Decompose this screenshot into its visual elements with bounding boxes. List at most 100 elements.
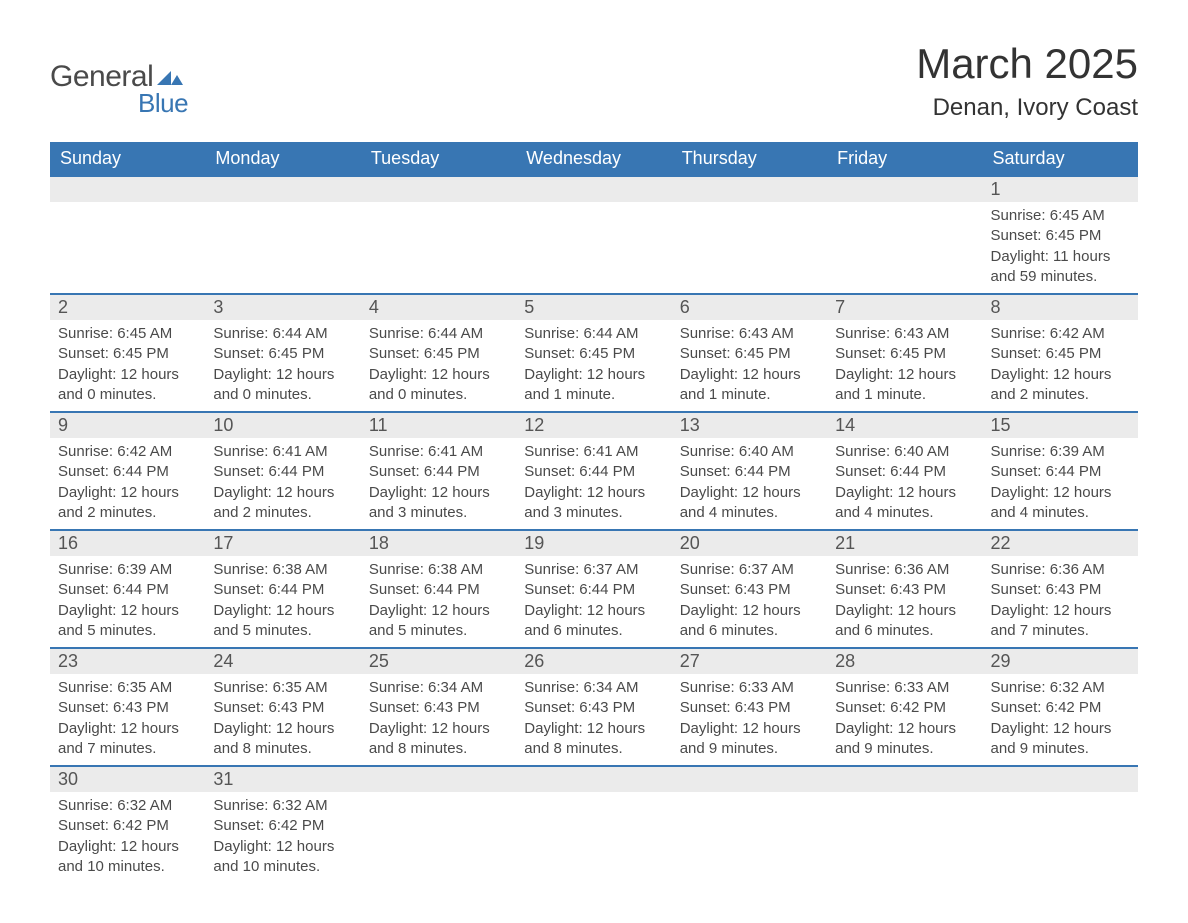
day-details: Sunrise: 6:33 AMSunset: 6:42 PMDaylight:…: [827, 674, 982, 765]
location-subtitle: Denan, Ivory Coast: [916, 94, 1138, 122]
day-number: 10: [205, 413, 360, 438]
day-details: Sunrise: 6:36 AMSunset: 6:43 PMDaylight:…: [983, 556, 1138, 647]
day-details: Sunrise: 6:35 AMSunset: 6:43 PMDaylight:…: [50, 674, 205, 765]
day-number: 11: [361, 413, 516, 438]
day-cell: 15Sunrise: 6:39 AMSunset: 6:44 PMDayligh…: [983, 412, 1138, 530]
daylight-line: Daylight: 12 hours and 0 minutes.: [369, 365, 508, 406]
empty-day-cell: [827, 766, 982, 883]
calendar-week-row: 1Sunrise: 6:45 AMSunset: 6:45 PMDaylight…: [50, 176, 1138, 294]
logo-flag-icon: [157, 67, 183, 87]
daylight-line: Daylight: 12 hours and 10 minutes.: [58, 837, 197, 878]
sunset-line: Sunset: 6:44 PM: [213, 462, 352, 482]
daylight-line: Daylight: 12 hours and 8 minutes.: [369, 719, 508, 760]
daylight-line: Daylight: 12 hours and 5 minutes.: [213, 601, 352, 642]
empty-day-cell: [672, 176, 827, 294]
sunset-line: Sunset: 6:44 PM: [835, 462, 974, 482]
day-details: Sunrise: 6:45 AMSunset: 6:45 PMDaylight:…: [50, 320, 205, 411]
sunrise-line: Sunrise: 6:42 AM: [58, 442, 197, 462]
daylight-line: Daylight: 11 hours and 59 minutes.: [991, 247, 1130, 288]
day-number: 22: [983, 531, 1138, 556]
sunrise-line: Sunrise: 6:34 AM: [524, 678, 663, 698]
logo-word-blue: Blue: [138, 88, 188, 119]
empty-day-cell: [672, 766, 827, 883]
empty-day-cell: [361, 766, 516, 883]
sunrise-line: Sunrise: 6:33 AM: [835, 678, 974, 698]
day-details: Sunrise: 6:36 AMSunset: 6:43 PMDaylight:…: [827, 556, 982, 647]
daylight-line: Daylight: 12 hours and 9 minutes.: [680, 719, 819, 760]
sunset-line: Sunset: 6:45 PM: [58, 344, 197, 364]
sunrise-line: Sunrise: 6:37 AM: [680, 560, 819, 580]
day-cell: 26Sunrise: 6:34 AMSunset: 6:43 PMDayligh…: [516, 648, 671, 766]
weekday-header: Friday: [827, 142, 982, 176]
daylight-line: Daylight: 12 hours and 3 minutes.: [369, 483, 508, 524]
day-details: Sunrise: 6:40 AMSunset: 6:44 PMDaylight:…: [827, 438, 982, 529]
sunrise-line: Sunrise: 6:41 AM: [369, 442, 508, 462]
day-number: 23: [50, 649, 205, 674]
sunset-line: Sunset: 6:42 PM: [835, 698, 974, 718]
day-details: Sunrise: 6:35 AMSunset: 6:43 PMDaylight:…: [205, 674, 360, 765]
sunrise-line: Sunrise: 6:38 AM: [369, 560, 508, 580]
sunset-line: Sunset: 6:44 PM: [369, 580, 508, 600]
sunset-line: Sunset: 6:44 PM: [991, 462, 1130, 482]
title-block: March 2025 Denan, Ivory Coast: [916, 40, 1138, 122]
sunrise-line: Sunrise: 6:43 AM: [835, 324, 974, 344]
weekday-header: Thursday: [672, 142, 827, 176]
sunrise-line: Sunrise: 6:41 AM: [524, 442, 663, 462]
day-cell: 8Sunrise: 6:42 AMSunset: 6:45 PMDaylight…: [983, 294, 1138, 412]
sunrise-line: Sunrise: 6:45 AM: [991, 206, 1130, 226]
day-cell: 1Sunrise: 6:45 AMSunset: 6:45 PMDaylight…: [983, 176, 1138, 294]
day-number: 4: [361, 295, 516, 320]
day-number: 18: [361, 531, 516, 556]
sunset-line: Sunset: 6:42 PM: [991, 698, 1130, 718]
daylight-line: Daylight: 12 hours and 8 minutes.: [524, 719, 663, 760]
sunrise-line: Sunrise: 6:32 AM: [991, 678, 1130, 698]
sunset-line: Sunset: 6:42 PM: [213, 816, 352, 836]
day-number: 27: [672, 649, 827, 674]
sunrise-line: Sunrise: 6:45 AM: [58, 324, 197, 344]
daylight-line: Daylight: 12 hours and 7 minutes.: [58, 719, 197, 760]
day-cell: 18Sunrise: 6:38 AMSunset: 6:44 PMDayligh…: [361, 530, 516, 648]
day-cell: 9Sunrise: 6:42 AMSunset: 6:44 PMDaylight…: [50, 412, 205, 530]
daylight-line: Daylight: 12 hours and 6 minutes.: [680, 601, 819, 642]
day-number: 25: [361, 649, 516, 674]
daylight-line: Daylight: 12 hours and 9 minutes.: [991, 719, 1130, 760]
daylight-line: Daylight: 12 hours and 1 minute.: [680, 365, 819, 406]
day-number: 17: [205, 531, 360, 556]
empty-day-cell: [983, 766, 1138, 883]
sunset-line: Sunset: 6:44 PM: [58, 580, 197, 600]
sunset-line: Sunset: 6:43 PM: [835, 580, 974, 600]
day-details: Sunrise: 6:34 AMSunset: 6:43 PMDaylight:…: [516, 674, 671, 765]
day-number: 28: [827, 649, 982, 674]
day-details: Sunrise: 6:32 AMSunset: 6:42 PMDaylight:…: [983, 674, 1138, 765]
sunset-line: Sunset: 6:43 PM: [213, 698, 352, 718]
day-cell: 13Sunrise: 6:40 AMSunset: 6:44 PMDayligh…: [672, 412, 827, 530]
daylight-line: Daylight: 12 hours and 10 minutes.: [213, 837, 352, 878]
sunrise-line: Sunrise: 6:43 AM: [680, 324, 819, 344]
daylight-line: Daylight: 12 hours and 6 minutes.: [835, 601, 974, 642]
day-number: 5: [516, 295, 671, 320]
sunset-line: Sunset: 6:43 PM: [369, 698, 508, 718]
day-cell: 31Sunrise: 6:32 AMSunset: 6:42 PMDayligh…: [205, 766, 360, 883]
day-details: Sunrise: 6:43 AMSunset: 6:45 PMDaylight:…: [827, 320, 982, 411]
day-details: Sunrise: 6:45 AMSunset: 6:45 PMDaylight:…: [983, 202, 1138, 293]
day-details: Sunrise: 6:32 AMSunset: 6:42 PMDaylight:…: [205, 792, 360, 883]
sunrise-line: Sunrise: 6:35 AM: [58, 678, 197, 698]
day-cell: 16Sunrise: 6:39 AMSunset: 6:44 PMDayligh…: [50, 530, 205, 648]
sunrise-line: Sunrise: 6:44 AM: [524, 324, 663, 344]
day-details: Sunrise: 6:38 AMSunset: 6:44 PMDaylight:…: [361, 556, 516, 647]
calendar-week-row: 30Sunrise: 6:32 AMSunset: 6:42 PMDayligh…: [50, 766, 1138, 883]
weekday-header: Wednesday: [516, 142, 671, 176]
sunrise-line: Sunrise: 6:39 AM: [991, 442, 1130, 462]
day-cell: 30Sunrise: 6:32 AMSunset: 6:42 PMDayligh…: [50, 766, 205, 883]
day-details: Sunrise: 6:42 AMSunset: 6:45 PMDaylight:…: [983, 320, 1138, 411]
calendar-body: 1Sunrise: 6:45 AMSunset: 6:45 PMDaylight…: [50, 176, 1138, 883]
daylight-line: Daylight: 12 hours and 0 minutes.: [213, 365, 352, 406]
daylight-line: Daylight: 12 hours and 1 minute.: [835, 365, 974, 406]
sunset-line: Sunset: 6:43 PM: [680, 698, 819, 718]
day-number: 9: [50, 413, 205, 438]
day-number: 3: [205, 295, 360, 320]
sunset-line: Sunset: 6:44 PM: [369, 462, 508, 482]
empty-day-cell: [827, 176, 982, 294]
sunset-line: Sunset: 6:44 PM: [524, 580, 663, 600]
day-details: Sunrise: 6:34 AMSunset: 6:43 PMDaylight:…: [361, 674, 516, 765]
